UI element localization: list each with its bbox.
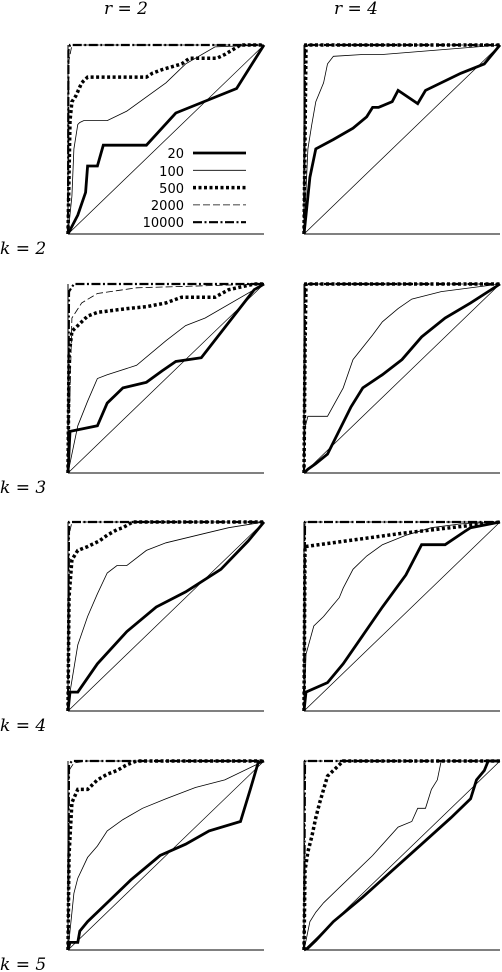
legend-label-20: 20 — [167, 147, 184, 162]
series-line-2000 — [303, 44, 500, 235]
row-label-k4: k = 4 — [0, 716, 46, 736]
series-line-10000 — [66, 43, 264, 235]
series-line-2000 — [303, 760, 500, 951]
legend-label-100: 100 — [159, 165, 184, 180]
legend-label-10000: 10000 — [143, 216, 184, 231]
row-label-k5: k = 5 — [0, 955, 46, 972]
diagonal-reference-line — [303, 44, 501, 235]
series-line-2000 — [67, 283, 265, 474]
panels — [66, 43, 502, 952]
series-line-10000 — [66, 520, 264, 712]
series-line-10000 — [302, 520, 500, 712]
legend-label-500: 500 — [159, 182, 184, 197]
series-line-100 — [303, 760, 500, 951]
series-line-100 — [67, 760, 265, 951]
series-line-100 — [303, 283, 501, 474]
series-line-100 — [67, 521, 265, 712]
panel-k4-r4 — [302, 520, 501, 712]
series-line-20 — [303, 759, 500, 952]
diagonal-reference-line — [67, 44, 265, 235]
series-line-2000 — [303, 283, 500, 474]
panel-k4-r2 — [66, 520, 266, 712]
series-line-100 — [67, 283, 265, 474]
series-line-10000 — [66, 759, 264, 951]
series-line-100 — [303, 44, 501, 235]
series-line-20 — [302, 44, 502, 235]
series-line-500 — [66, 759, 264, 951]
diagonal-reference-line — [303, 521, 501, 712]
series-line-20 — [302, 520, 501, 712]
series-line-500 — [66, 520, 264, 712]
panel-k5-r4 — [302, 759, 501, 952]
series-line-20 — [303, 282, 501, 475]
row-label-k2: k = 2 — [0, 239, 46, 259]
diagonal-reference-line — [67, 760, 265, 951]
series-line-10000 — [302, 759, 500, 951]
row-label-k3: k = 3 — [0, 478, 46, 498]
panel-k3-r2 — [66, 282, 265, 474]
diagonal-reference-line — [67, 283, 265, 474]
series-line-20 — [66, 282, 265, 474]
series-line-2000 — [67, 521, 264, 712]
column-label-r4: r = 4 — [334, 0, 378, 19]
series-line-500 — [66, 43, 264, 235]
diagonal-reference-line — [67, 521, 265, 712]
panel-k3-r4 — [302, 282, 501, 475]
panel-k2-r2 — [66, 43, 266, 235]
series-line-20 — [66, 521, 266, 712]
legend: 20 100 500 2000 10000 — [143, 147, 246, 231]
series-line-500 — [66, 282, 264, 474]
series-line-500 — [302, 759, 500, 951]
series-line-10000 — [66, 282, 264, 474]
panel-k5-r2 — [66, 759, 265, 951]
panel-k2-r4 — [302, 43, 502, 235]
legend-label-2000: 2000 — [151, 199, 184, 214]
column-label-r2: r = 2 — [104, 0, 148, 19]
series-line-20 — [66, 759, 265, 951]
series-line-100 — [67, 44, 265, 235]
diagonal-reference-line — [303, 283, 501, 474]
series-line-20 — [66, 44, 266, 235]
series-line-10000 — [302, 282, 500, 474]
series-line-2000 — [303, 521, 500, 712]
series-line-10000 — [302, 43, 500, 235]
